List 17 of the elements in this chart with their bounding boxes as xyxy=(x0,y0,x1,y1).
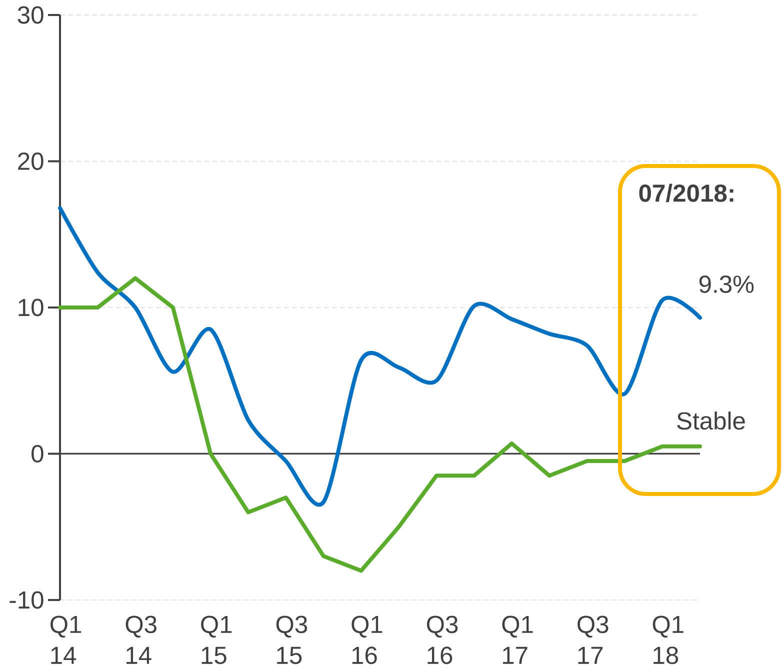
x-tick-label: Q3 17 xyxy=(578,616,608,664)
annotation: Stable xyxy=(677,412,745,430)
y-tick-label: 10 xyxy=(18,298,44,316)
x-tick-label: Q3 14 xyxy=(126,616,156,664)
x-tick-label: Q1 18 xyxy=(652,616,684,664)
y-tick-label: 20 xyxy=(18,152,44,170)
y-tick-label: -10 xyxy=(10,591,44,609)
x-tick-label: Q1 16 xyxy=(352,616,382,664)
x-tick-label: Q3 15 xyxy=(276,616,308,664)
annotation: 07/2018: xyxy=(639,184,734,202)
data-label: 9.3% xyxy=(699,275,754,293)
x-tick-label: Q1 15 xyxy=(201,616,232,664)
y-tick-label: 0 xyxy=(32,444,44,462)
x-tick-label: Q1 14 xyxy=(50,616,82,664)
x-tick-label: Q3 16 xyxy=(426,616,458,664)
x-tick-label: Q1 17 xyxy=(502,616,533,664)
y-tick-label: 30 xyxy=(18,6,44,24)
